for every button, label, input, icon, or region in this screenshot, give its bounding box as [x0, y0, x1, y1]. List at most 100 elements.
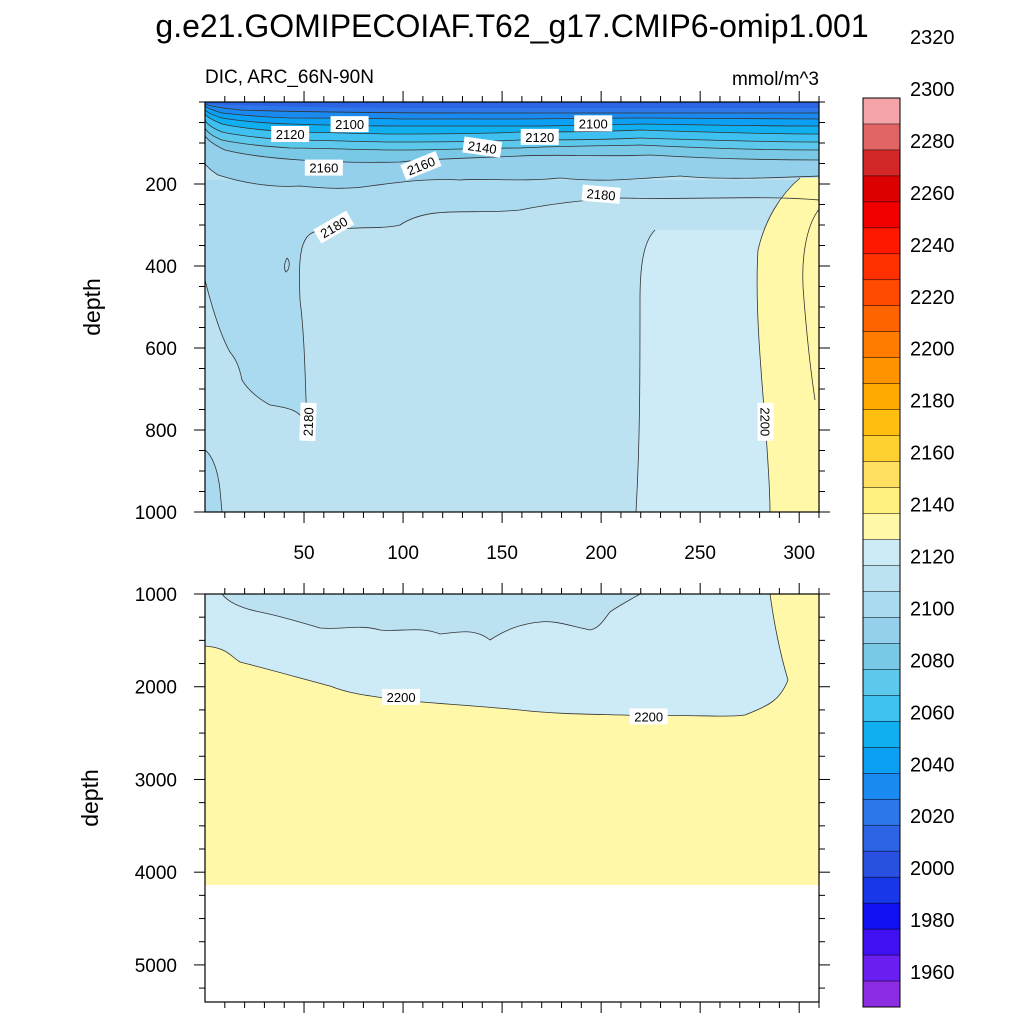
- contour-label-text: 2100: [579, 116, 608, 131]
- upper-ytick-label: 200: [145, 175, 177, 196]
- colorbar-swatch: [863, 149, 900, 177]
- colorbar: 1960 1980 2000 2020 2040 2060 2080 2100 2120 2140…: [862, 27, 955, 1008]
- upper-contour-label: 2100: [330, 116, 369, 133]
- lower-ytick-label: 2000: [135, 678, 177, 699]
- fill-2170-2180: [205, 180, 819, 425]
- contour-label-text: 2180: [300, 407, 316, 436]
- colorbar-swatch: [863, 825, 900, 852]
- contour-label-bg: [581, 184, 621, 204]
- colorbar-swatch: [863, 279, 900, 307]
- upper-contour-label: 2140: [462, 136, 503, 158]
- upper-contour-fills: [205, 102, 819, 512]
- colorbar-swatch: [863, 227, 900, 255]
- colorbar-swatch: [863, 565, 900, 592]
- colorbar-label: 2220: [910, 287, 955, 309]
- upper-contour-label: 2160: [304, 159, 343, 176]
- contour-label-text: 2200: [387, 690, 416, 705]
- xtick-label: 100: [387, 543, 419, 564]
- upper-contour-label: 2180: [581, 184, 621, 204]
- lower-ytick-label: 3000: [135, 770, 177, 791]
- contour-label-bg: [462, 136, 503, 158]
- contour-label-text: 2160: [309, 161, 338, 176]
- colorbar-swatch: [863, 461, 900, 489]
- colorbar-swatch: [863, 201, 900, 229]
- contour-label-bg: [520, 128, 559, 145]
- colorbar-label: 1960: [910, 962, 955, 984]
- colorbar-label: 2140: [910, 495, 955, 517]
- contour-label-bg: [382, 688, 421, 705]
- upper-contour-label: 2120: [520, 128, 559, 145]
- contour-label-bg: [313, 210, 355, 244]
- colorbar-swatch: [863, 955, 900, 982]
- contour-label-bg: [304, 159, 343, 176]
- colorbar-label: 2280: [910, 131, 955, 153]
- colorbar-swatch: [863, 669, 900, 696]
- upper-contour-label: 2200: [757, 402, 774, 441]
- xtick-label: 50: [293, 543, 314, 564]
- xtick-label: 300: [783, 543, 815, 564]
- colorbar-swatch: [863, 981, 900, 1008]
- xtick-label: 250: [684, 543, 716, 564]
- lower-contour-lines: [205, 594, 789, 717]
- colorbar-swatch: [863, 305, 900, 333]
- colorbar-swatch: [863, 357, 900, 385]
- contour-label-text: 2200: [758, 407, 773, 436]
- upper-ytick-label: 1000: [135, 503, 177, 524]
- colorbar-frame: [862, 97, 901, 1008]
- contour-label-text: 2140: [467, 138, 498, 157]
- colorbar-label: 2200: [910, 339, 955, 361]
- contour-label-text: 2100: [335, 117, 364, 132]
- fill-2080-2090: [205, 102, 819, 109]
- colorbar-label: 2260: [910, 183, 955, 205]
- subtitle-variable: DIC, ARC_66N-90N: [205, 67, 374, 88]
- colorbar-label: 2300: [910, 79, 955, 101]
- contour-label-bg: [629, 708, 668, 725]
- lower-contour-label: 2200: [382, 688, 421, 705]
- colorbar-label: 1980: [910, 910, 955, 932]
- colorbar-label: 2080: [910, 650, 955, 672]
- upper-ytick-label: 800: [145, 421, 177, 442]
- colorbar-label: 2240: [910, 235, 955, 257]
- colorbar-swatch: [863, 487, 900, 515]
- lower-axis-ticks: 1000 2000 3000 4000 5000: [135, 583, 830, 1013]
- contour-label-text: 2180: [586, 186, 616, 203]
- colorbar-swatch: [863, 695, 900, 722]
- lower-ytick-label: 5000: [135, 956, 177, 977]
- colorbar-swatch: [863, 643, 900, 670]
- lower-ytick-label: 1000: [135, 585, 177, 606]
- colorbar-swatch: [863, 617, 900, 644]
- contour-label-bg: [271, 125, 310, 142]
- figure-title: g.e21.GOMIPECOIAF.T62_g17.CMIP6-omip1.00…: [155, 8, 868, 44]
- colorbar-swatch: [863, 929, 900, 956]
- colorbar-swatch: [863, 721, 900, 748]
- upper-ytick-label: 600: [145, 339, 177, 360]
- upper-contour-label: 2120: [271, 125, 310, 142]
- colorbar-swatch: [863, 253, 900, 281]
- xtick-label: 200: [585, 543, 617, 564]
- colorbar-swatch: [863, 175, 900, 203]
- colorbar-label: 2040: [910, 754, 955, 776]
- lower-contour-label: 2200: [629, 708, 668, 725]
- colorbar-label: 2020: [910, 806, 955, 828]
- colorbar-swatch: [863, 98, 900, 125]
- contour-label-text: 2200: [634, 709, 663, 724]
- colorbar-label: 2100: [910, 598, 955, 620]
- lower-contour-labels: 2200 2200: [382, 688, 668, 725]
- colorbar-swatch: [863, 383, 900, 411]
- lower-ytick-label: 4000: [135, 863, 177, 884]
- colorbar-swatch: [863, 539, 900, 566]
- contour-label-text: 2120: [276, 127, 305, 142]
- colorbar-swatch: [863, 747, 900, 774]
- contour-label-bg: [400, 151, 442, 181]
- xtick-label: 150: [486, 543, 518, 564]
- colorbar-label: 2000: [910, 858, 955, 880]
- lower-contour-fills: [205, 594, 819, 1002]
- fill-2180-2190-deep: [222, 594, 640, 640]
- upper-ylabel: depth: [79, 278, 105, 336]
- contour-label-bg: [757, 402, 774, 441]
- subtitle-units: mmol/m^3: [732, 69, 819, 90]
- lower-plot-frame: [204, 593, 820, 1003]
- fill-2170-2180-bottom: [205, 450, 222, 512]
